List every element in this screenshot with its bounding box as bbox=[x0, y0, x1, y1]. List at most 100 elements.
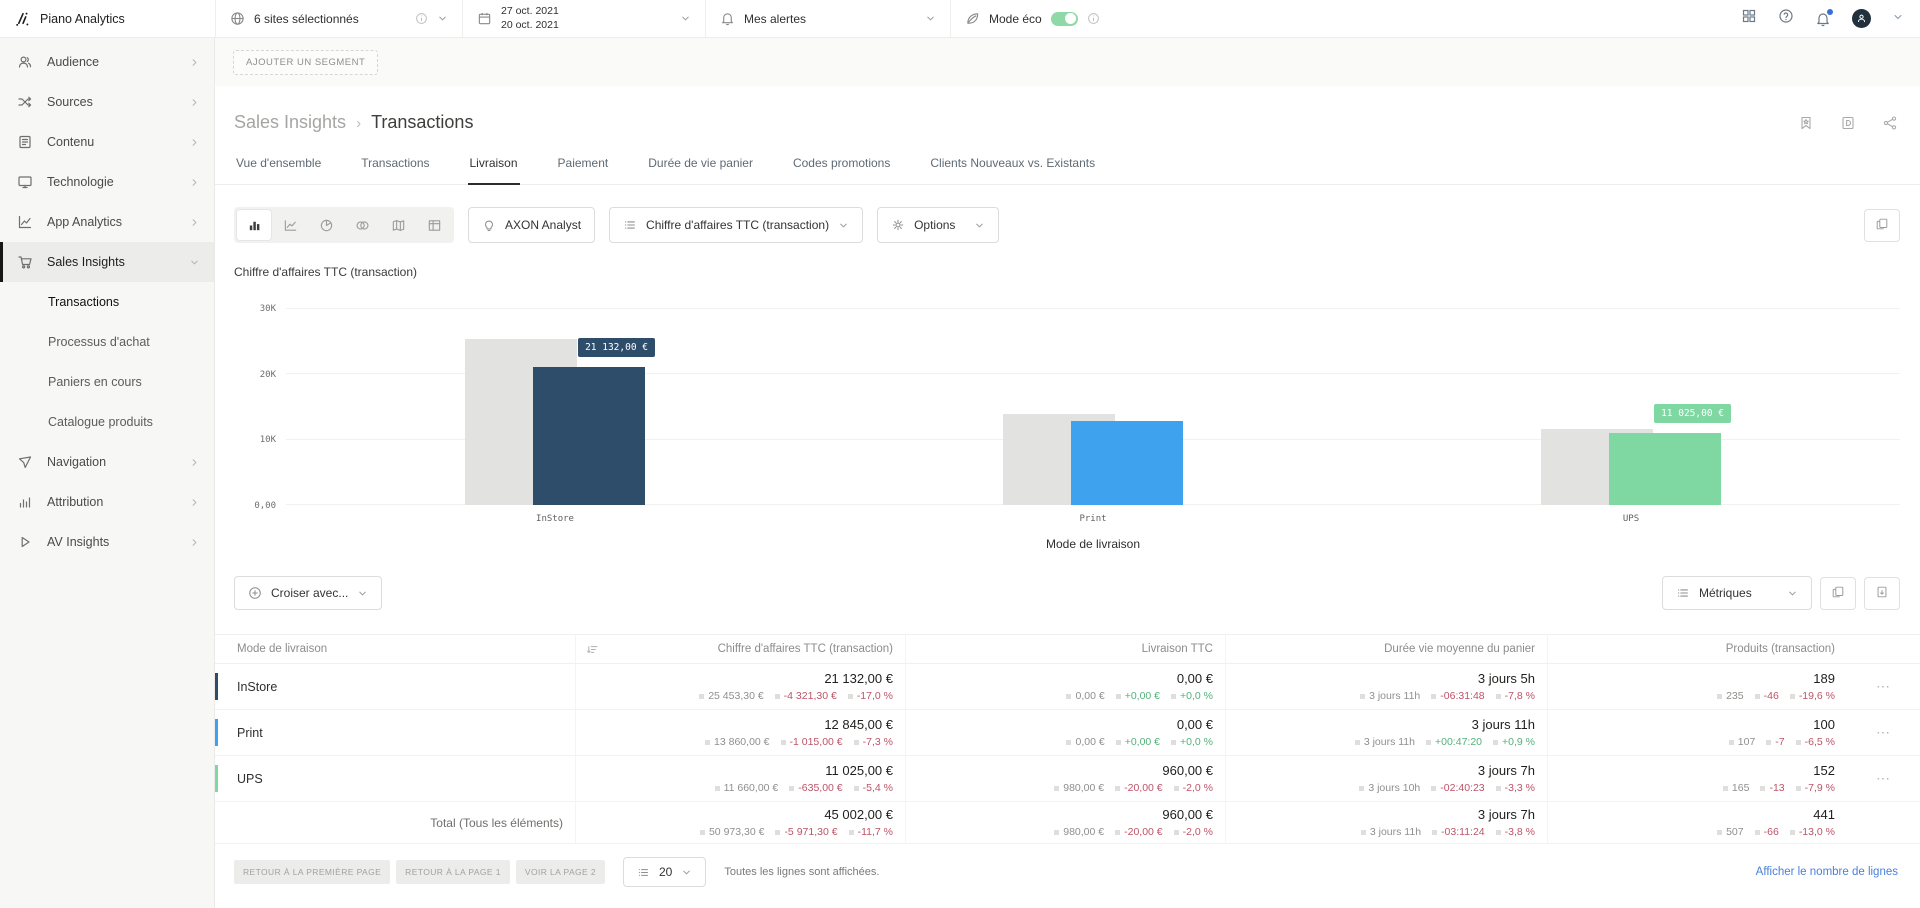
metrics-select[interactable]: Métriques bbox=[1662, 576, 1812, 610]
table-cell: 960,00 € 980,00 € -20,00 € -2,0 % bbox=[905, 802, 1225, 843]
chart-type-pie-chart-icon[interactable] bbox=[309, 210, 343, 240]
chevron-down-icon[interactable] bbox=[1892, 10, 1904, 28]
chart-metric-select[interactable]: Chiffre d'affaires TTC (transaction) bbox=[609, 207, 864, 243]
sidebar-item-sales-insights[interactable]: Sales Insights bbox=[0, 242, 214, 282]
table-cell: 100 107 -7 -6,5 % bbox=[1547, 710, 1847, 755]
chart-title: Chiffre d'affaires TTC (transaction) bbox=[234, 265, 418, 279]
cell-comparison: 980,00 € -20,00 € -2,0 % bbox=[1054, 782, 1213, 794]
eco-mode-toggle[interactable] bbox=[1050, 11, 1078, 26]
column-header-dur-e-vie-moyenne-du-panier[interactable]: Durée vie moyenne du panier bbox=[1225, 635, 1547, 663]
technology-icon bbox=[17, 174, 33, 190]
column-header-livraison-ttc[interactable]: Livraison TTC bbox=[905, 635, 1225, 663]
content-panel: Sales Insights › Transactions Vue d'ense… bbox=[215, 86, 1920, 908]
pagination-voir-la-page-2[interactable]: VOIR LA PAGE 2 bbox=[515, 860, 605, 884]
row-count-link[interactable]: Afficher le nombre de lignes bbox=[1755, 866, 1898, 878]
tab-paiement[interactable]: Paiement bbox=[557, 156, 609, 170]
table-cell: 11 025,00 € 11 660,00 € -635,00 € -5,4 % bbox=[575, 756, 905, 801]
tab-transactions[interactable]: Transactions bbox=[361, 156, 430, 170]
apps-grid-icon[interactable] bbox=[1741, 8, 1757, 29]
sidebar-item-contenu[interactable]: Contenu bbox=[0, 122, 214, 162]
row-menu-button[interactable]: ⋯ bbox=[1876, 724, 1891, 740]
table-header-row: Mode de livraison Chiffre d'affaires TTC … bbox=[215, 634, 1920, 664]
tab-livraison[interactable]: Livraison bbox=[467, 145, 520, 185]
add-segment-button[interactable]: AJOUTER UN SEGMENT bbox=[233, 49, 379, 75]
sidebar-item-av-insights[interactable]: AV Insights bbox=[0, 522, 214, 562]
cross-with-button[interactable]: Croiser avec... bbox=[234, 576, 383, 610]
cell-value: 3 jours 5h bbox=[1477, 671, 1535, 686]
chevron-right-icon bbox=[189, 537, 200, 548]
info-icon[interactable] bbox=[415, 12, 428, 25]
pagination-retour-la-premi-re-page[interactable]: RETOUR À LA PREMIÈRE PAGE bbox=[234, 860, 391, 884]
row-menu-button[interactable]: ⋯ bbox=[1876, 678, 1891, 694]
chart-type-map-chart-icon[interactable] bbox=[381, 210, 415, 240]
bookmark-icon[interactable] bbox=[1798, 115, 1814, 131]
sidebar-subitem-transactions[interactable]: Transactions bbox=[48, 295, 120, 309]
sidebar-item-audience[interactable]: Audience bbox=[0, 42, 214, 82]
cell-value: 960,00 € bbox=[1162, 763, 1213, 778]
chart-type-venn-chart-icon[interactable] bbox=[345, 210, 379, 240]
column-header-mode-de-livraison[interactable]: Mode de livraison bbox=[237, 643, 328, 655]
copy-chart-button[interactable] bbox=[1864, 208, 1900, 242]
tab-dur-e-de-vie-panier[interactable]: Durée de vie panier bbox=[648, 156, 753, 170]
content-icon bbox=[17, 134, 33, 150]
save-report-icon[interactable] bbox=[1840, 115, 1856, 131]
sidebar-subitem-paniers-en-cours[interactable]: Paniers en cours bbox=[48, 375, 142, 389]
copy-table-button[interactable] bbox=[1820, 576, 1856, 610]
info-icon[interactable] bbox=[1087, 12, 1100, 25]
table-row-ups[interactable]: UPS 11 025,00 € 11 660,00 € -635,00 € -5,4 %… bbox=[215, 756, 1920, 802]
cell-comparison: 0,00 € +0,00 € +0,0 % bbox=[1066, 690, 1213, 702]
bar-current-print[interactable] bbox=[1071, 421, 1183, 505]
download-doc-icon bbox=[1875, 585, 1889, 602]
bar-current-instore[interactable] bbox=[533, 366, 645, 505]
user-avatar[interactable] bbox=[1852, 9, 1871, 28]
cell-comparison: 0,00 € +0,00 € +0,0 % bbox=[1066, 736, 1213, 748]
sidebar-item-attribution[interactable]: Attribution bbox=[0, 482, 214, 522]
tab-codes-promotions[interactable]: Codes promotions bbox=[792, 156, 891, 170]
alerts-selector[interactable]: Mes alertes bbox=[705, 0, 950, 37]
date-range-picker[interactable]: 27 oct. 2021 20 oct. 2021 bbox=[462, 0, 705, 37]
chart-block: Chiffre d'affaires TTC (transaction) 30K… bbox=[215, 265, 1920, 551]
cell-value: 0,00 € bbox=[1176, 717, 1213, 732]
bar-current-ups[interactable] bbox=[1609, 432, 1721, 505]
sidebar-item-app-analytics[interactable]: App Analytics bbox=[0, 202, 214, 242]
list-icon bbox=[1676, 586, 1690, 600]
table-row-print[interactable]: Print 12 845,00 € 13 860,00 € -1 015,00 € -7… bbox=[215, 710, 1920, 756]
tab-clients-nouveaux-vs-existants[interactable]: Clients Nouveaux vs. Existants bbox=[930, 156, 1096, 170]
pagination-retour-la-page-1[interactable]: RETOUR À LA PAGE 1 bbox=[396, 860, 510, 884]
sidebar-subitem-catalogue-produits[interactable]: Catalogue produits bbox=[48, 415, 153, 429]
chart-gridline bbox=[286, 373, 1900, 375]
sidebar-subitem-processus-d-achat[interactable]: Processus d'achat bbox=[48, 335, 150, 349]
chart-type-line-chart-icon[interactable] bbox=[273, 210, 307, 240]
table-footer: RETOUR À LA PREMIÈRE PAGE RETOUR À LA PAG… bbox=[215, 844, 1920, 887]
help-icon[interactable] bbox=[1778, 8, 1794, 29]
share-icon[interactable] bbox=[1882, 115, 1898, 131]
row-color-marker bbox=[215, 765, 218, 792]
sidebar-item-technologie[interactable]: Technologie bbox=[0, 162, 214, 202]
chart-type-bar-chart-icon[interactable] bbox=[237, 210, 271, 240]
tab-vue-d-ensemble[interactable]: Vue d'ensemble bbox=[236, 156, 322, 170]
row-menu-button[interactable]: ⋯ bbox=[1876, 770, 1891, 786]
plus-circle-icon bbox=[248, 586, 262, 600]
column-header-produits-transaction[interactable]: Produits (transaction) bbox=[1547, 635, 1847, 663]
table-toolbar: Croiser avec... Métriques bbox=[215, 551, 1920, 610]
breadcrumb-separator: › bbox=[356, 115, 362, 132]
bar-group-print bbox=[824, 305, 1362, 505]
axon-analyst-button[interactable]: AXON Analyst bbox=[468, 207, 596, 243]
gear-icon bbox=[891, 218, 905, 232]
rows-per-page-value: 20 bbox=[659, 865, 673, 879]
breadcrumb-parent[interactable]: Sales Insights bbox=[234, 112, 347, 132]
rows-per-page-select[interactable]: 20 bbox=[623, 857, 707, 887]
sort-icon[interactable] bbox=[586, 643, 599, 656]
notifications-bell-icon[interactable] bbox=[1815, 8, 1833, 27]
sidebar-item-sources[interactable]: Sources bbox=[0, 82, 214, 122]
copy-icon bbox=[1875, 217, 1889, 234]
export-table-button[interactable] bbox=[1864, 576, 1900, 610]
sidebar-item-navigation[interactable]: Navigation bbox=[0, 442, 214, 482]
chart-axis-title: Mode de livraison bbox=[1045, 537, 1141, 551]
chart-type-table-view-icon[interactable] bbox=[417, 210, 451, 240]
table-row-instore[interactable]: InStore 21 132,00 € 25 453,30 € -4 321,30 €… bbox=[215, 664, 1920, 710]
column-header-chiffre-d-affaires-ttc-transaction[interactable]: Chiffre d'affaires TTC (transaction) bbox=[575, 635, 905, 663]
site-selector[interactable]: 6 sites sélectionnés bbox=[215, 0, 462, 37]
cell-comparison: 25 453,30 € -4 321,30 € -17,0 % bbox=[699, 690, 893, 702]
chart-options-button[interactable]: Options bbox=[877, 207, 1000, 243]
